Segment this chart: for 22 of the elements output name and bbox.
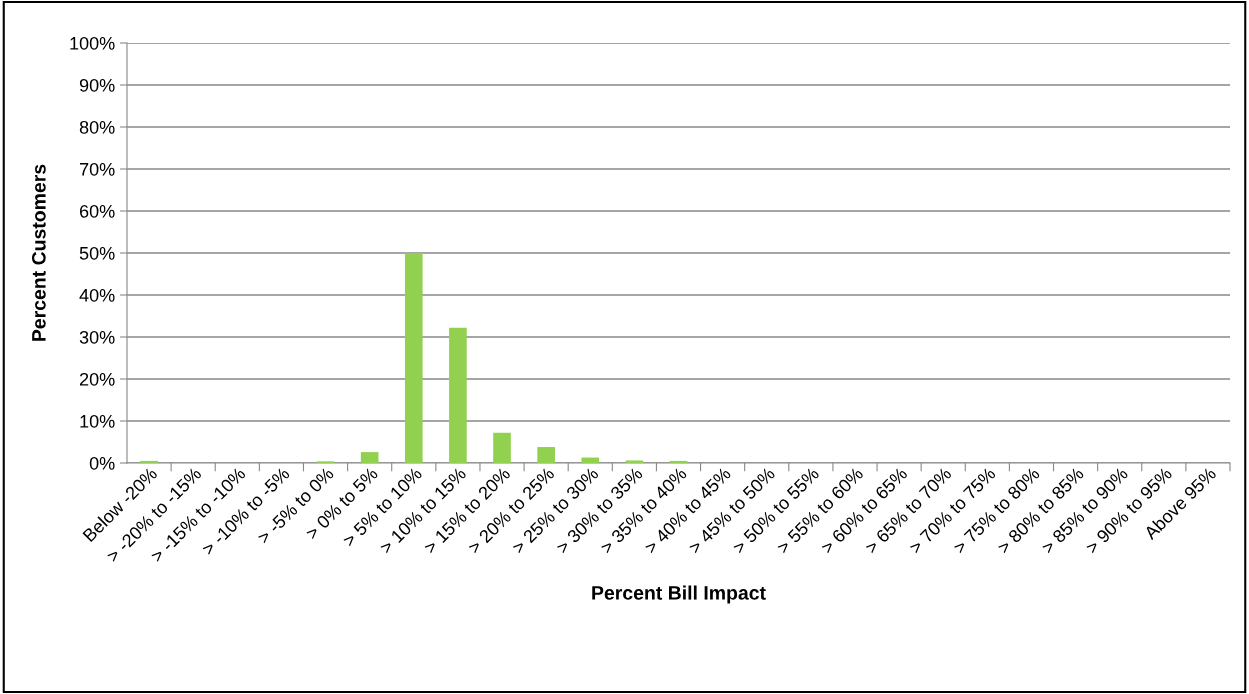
y-tick-label: 60% xyxy=(79,204,115,218)
bar xyxy=(360,452,379,463)
bar xyxy=(581,457,600,463)
y-axis-title: Percent Customers xyxy=(31,164,46,341)
y-tick-label: 20% xyxy=(79,372,115,386)
y-tick-label: 10% xyxy=(80,414,115,428)
bar xyxy=(625,460,644,463)
bar xyxy=(669,460,688,463)
y-tick-label: 30% xyxy=(79,330,115,344)
bar xyxy=(404,253,423,463)
y-tick-label: 50% xyxy=(79,246,115,260)
y-tick-label: 40% xyxy=(79,288,115,302)
bar xyxy=(449,327,467,463)
y-tick-label: 100% xyxy=(70,36,115,50)
bar xyxy=(140,460,158,463)
bar xyxy=(537,447,555,463)
y-tick-label: 70% xyxy=(79,162,115,176)
y-tick-label: 90% xyxy=(79,78,115,92)
x-axis-title: Percent Bill Impact xyxy=(592,585,766,604)
bar xyxy=(493,432,511,463)
y-tick-label: 0% xyxy=(89,456,115,470)
y-tick-label: 80% xyxy=(79,120,115,134)
